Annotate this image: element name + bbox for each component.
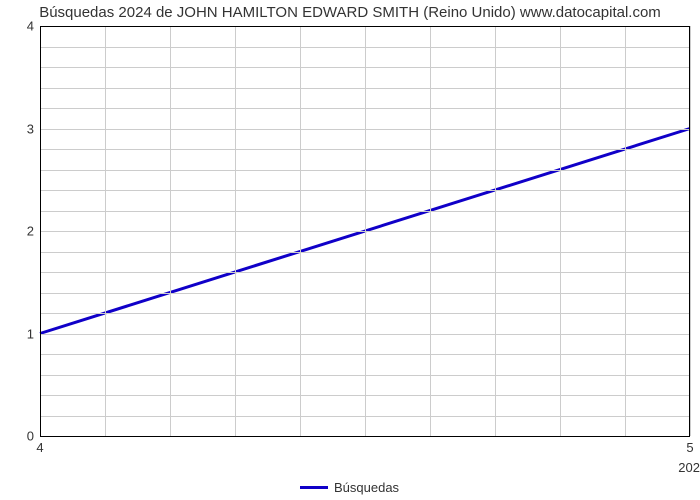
- y-tick-label: 2: [16, 224, 34, 239]
- chart-container: Búsquedas 2024 de JOHN HAMILTON EDWARD S…: [0, 0, 700, 500]
- x-tick-label: 4: [36, 440, 43, 455]
- legend-swatch: [300, 486, 328, 489]
- gridline-vertical: [560, 26, 561, 436]
- y-tick-label: 0: [16, 429, 34, 444]
- gridline-vertical: [235, 26, 236, 436]
- x-tick-label: 5: [686, 440, 693, 455]
- legend-label: Búsquedas: [334, 480, 399, 495]
- gridline-vertical: [105, 26, 106, 436]
- y-tick-label: 1: [16, 326, 34, 341]
- y-tick-label: 3: [16, 121, 34, 136]
- gridline-vertical: [300, 26, 301, 436]
- y-tick-label: 4: [16, 19, 34, 34]
- gridline-vertical: [365, 26, 366, 436]
- gridline-vertical-major: [690, 26, 691, 436]
- legend: Búsquedas: [300, 480, 399, 495]
- gridline-vertical: [170, 26, 171, 436]
- chart-title: Búsquedas 2024 de JOHN HAMILTON EDWARD S…: [0, 4, 700, 21]
- axis-border: [40, 26, 690, 27]
- axis-border: [689, 26, 690, 436]
- axis-border: [40, 436, 690, 437]
- axis-border: [40, 26, 41, 436]
- secondary-x-label: 202: [678, 460, 700, 475]
- gridline-vertical: [625, 26, 626, 436]
- gridline-vertical: [495, 26, 496, 436]
- gridline-vertical: [430, 26, 431, 436]
